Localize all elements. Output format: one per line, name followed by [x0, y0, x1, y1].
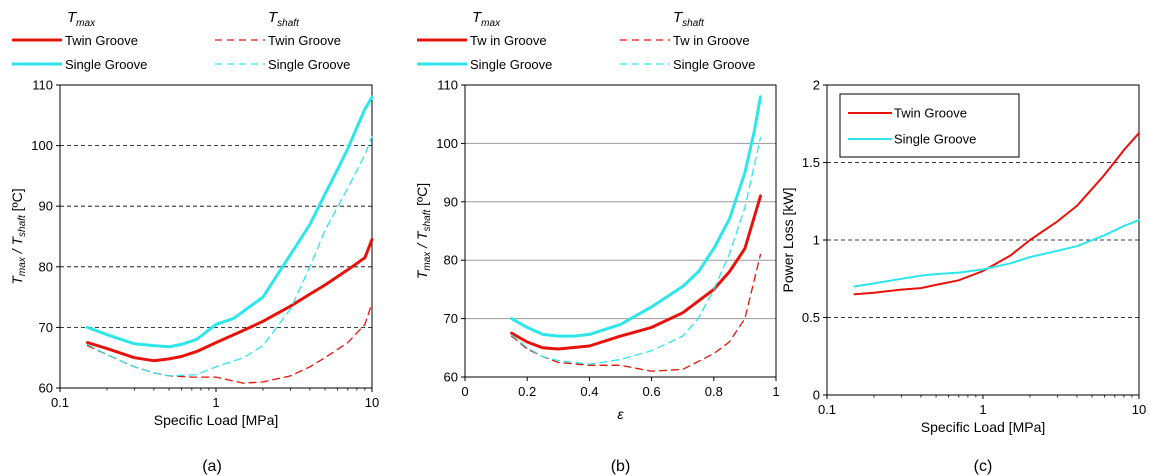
series-line-single-groove [853, 218, 1140, 288]
legend-header: Tmax [67, 9, 96, 29]
y-axis-label: Tmax / Tshaft [ºC] [414, 183, 433, 279]
y-axis-label-part: T [9, 275, 25, 285]
legend-label: Twin Groove [894, 106, 967, 121]
chart-caption: (b) [611, 458, 631, 475]
x-tick-label: 0 [461, 384, 468, 399]
y-tick-label: 80 [39, 259, 53, 274]
series-line-tmax-tw-in-groove [510, 194, 762, 351]
chart-caption: (c) [974, 458, 993, 475]
x-tick-label: 0.4 [580, 384, 598, 399]
y-tick-label: 1 [813, 233, 820, 248]
x-tick-label: 0.1 [818, 402, 836, 417]
series-line-tmax-single-groove [510, 95, 762, 338]
plot-frame [464, 84, 777, 378]
legend-header-main: T [472, 9, 483, 26]
y-axis-label-part: / T [414, 230, 430, 252]
y-tick-label: 70 [444, 311, 458, 326]
x-axis-label: Specific Load [MPa] [921, 419, 1046, 435]
legend-label: Single Groove [268, 57, 350, 72]
legend-header-main: T [673, 9, 684, 26]
legend-label: Twin Groove [268, 33, 341, 48]
x-tick-label: 0.2 [518, 384, 536, 399]
y-axis-label-part: max [17, 256, 28, 276]
chart-3: 0 0.5 1 1.5 2 0.1 1 10 Specific Load [MPa] Power … [780, 78, 1146, 476]
chart-caption: (a) [202, 458, 222, 475]
y-tick-label: 110 [32, 78, 53, 93]
y-tick-label: 1.5 [802, 155, 820, 170]
y-axis-label-part: max [422, 251, 433, 271]
y-tick-label: 60 [444, 370, 458, 385]
legend-header-sub: max [76, 18, 96, 29]
y-tick-label: 110 [437, 78, 458, 93]
series-line-twin-groove [853, 132, 1140, 296]
legend-header: Tshaft [673, 9, 705, 29]
series-line-tmax-single-groove [86, 95, 374, 349]
y-axis-label-part: [ºC] [9, 188, 25, 215]
legend-header: Tmax [472, 9, 501, 29]
y-tick-label: 100 [436, 136, 458, 151]
x-axis-label: Specific Load [MPa] [154, 412, 279, 428]
legend-header-sub: shaft [277, 18, 300, 29]
legend-header-main: T [268, 9, 279, 26]
series-line-tshaft-single-groove [510, 136, 762, 365]
y-tick-label: 60 [39, 381, 53, 396]
y-tick-label: 2 [813, 78, 820, 93]
y-axis-label-part: shaft [422, 209, 433, 232]
series-line-tshaft-twin-groove [86, 302, 373, 384]
x-axis-label: ε [617, 406, 624, 422]
x-tick-label: 10 [365, 395, 379, 410]
y-axis-label-part: / T [9, 236, 25, 258]
legend-label: Tw in Groove [470, 33, 547, 48]
x-tick-label: 0.8 [705, 384, 723, 399]
legend-box [839, 93, 1020, 158]
legend-header: Tshaft [268, 9, 300, 29]
legend-header-sub: shaft [682, 18, 705, 29]
y-axis-label: Power Loss [kW] [780, 187, 796, 292]
legend-label: Single Groove [894, 132, 976, 147]
x-tick-label: 0.6 [643, 384, 661, 399]
y-axis-label-part: T [414, 269, 430, 279]
series-line-tshaft-tw-in-groove [510, 253, 762, 372]
legend-label: Single Groove [65, 57, 147, 72]
x-tick-label: 1 [772, 384, 779, 399]
y-axis-label-part: [ºC] [414, 183, 430, 210]
y-tick-label: 70 [39, 320, 53, 335]
legend-header-sub: max [481, 18, 501, 29]
x-tick-label: 1 [979, 402, 986, 417]
y-tick-label: 0.5 [802, 310, 820, 325]
series-line-tmax-twin-groove [86, 238, 374, 363]
y-tick-label: 100 [31, 138, 53, 153]
x-tick-label: 0.1 [51, 395, 69, 410]
y-axis-label: Tmax / Tshaft [ºC] [9, 188, 28, 284]
x-tick-label: 10 [1132, 402, 1146, 417]
legend-label: Single Groove [673, 57, 755, 72]
legend-header-main: T [67, 9, 78, 26]
y-tick-label: 0 [813, 388, 820, 403]
legend-label: Twin Groove [65, 33, 138, 48]
x-tick-label: 1 [212, 395, 219, 410]
y-tick-label: 90 [444, 194, 458, 209]
y-tick-label: 80 [444, 253, 458, 268]
series-line-tshaft-single-groove [86, 135, 373, 377]
legend-label: Single Groove [470, 57, 552, 72]
y-axis-label-part: shaft [17, 214, 28, 237]
legend-label: Tw in Groove [673, 33, 750, 48]
y-tick-label: 90 [39, 199, 53, 214]
